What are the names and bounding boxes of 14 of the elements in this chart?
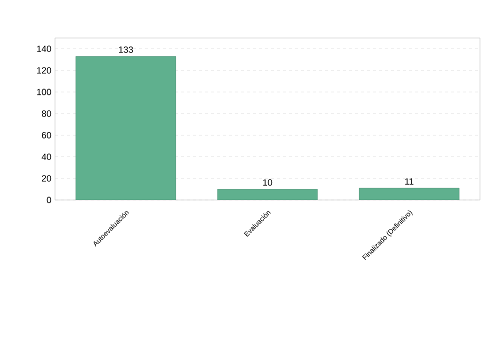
y-tick-label: 120 (37, 67, 52, 74)
y-tick-label: 0 (46, 196, 52, 204)
bar (76, 56, 176, 200)
data-label: 10 (263, 179, 272, 186)
y-tick-label: 20 (42, 175, 52, 182)
bar (218, 189, 318, 200)
y-tick-label: 80 (42, 110, 52, 117)
y-tick-label: 40 (42, 154, 52, 160)
y-tick-label: 60 (42, 132, 52, 138)
y-tick-label: 100 (37, 88, 52, 96)
data-label: 11 (405, 178, 414, 185)
data-label: 133 (119, 46, 133, 53)
bar (358, 188, 460, 200)
y-tick-label: 140 (37, 46, 52, 52)
